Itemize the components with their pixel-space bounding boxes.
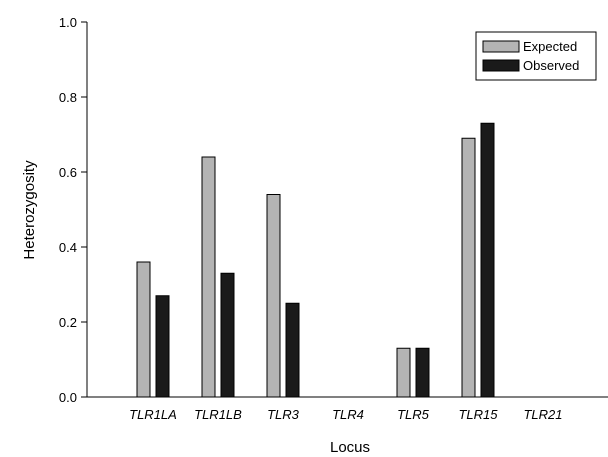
y-tick-label: 0.6 <box>59 165 77 180</box>
bar-observed-tlr1lb <box>220 272 235 398</box>
x-tick-label: TLR21 <box>523 407 562 422</box>
bar-observed-tlr5 <box>415 347 430 398</box>
y-tick-label: 0.8 <box>59 90 77 105</box>
x-tick-label: TLR5 <box>397 407 430 422</box>
legend-label-observed: Observed <box>523 58 579 73</box>
legend-label-expected: Expected <box>523 39 577 54</box>
bar-expected-tlr15 <box>461 137 476 398</box>
legend-swatch-observed <box>482 59 520 72</box>
bars-layer <box>136 122 495 398</box>
legend: Expected Observed <box>475 31 597 81</box>
x-tick-label: TLR3 <box>267 407 300 422</box>
x-tick-label: TLR15 <box>458 407 498 422</box>
legend-box <box>475 31 597 81</box>
y-tick-label: 1.0 <box>59 15 77 30</box>
bar-expected-tlr5 <box>396 347 411 398</box>
bar-observed-tlr3 <box>285 302 300 398</box>
legend-swatch-expected <box>482 40 520 53</box>
y-axis-title: Heterozygosity <box>21 160 38 260</box>
y-tick-label: 0.4 <box>59 240 77 255</box>
x-tick-label: TLR4 <box>332 407 364 422</box>
bar-expected-tlr1lb <box>201 156 216 398</box>
x-axis-ticks: TLR1LA TLR1LB TLR3 TLR4 TLR5 TLR15 TLR21 <box>129 407 562 422</box>
y-axis-ticks: 0.0 0.2 0.4 0.6 0.8 1.0 <box>59 15 87 405</box>
bar-observed-tlr15 <box>480 122 495 398</box>
x-tick-label: TLR1LA <box>129 407 177 422</box>
bar-expected-tlr3 <box>266 194 281 398</box>
y-tick-label: 0.0 <box>59 390 77 405</box>
bar-expected-tlr1la <box>136 261 151 398</box>
x-axis-title: Locus <box>330 439 370 456</box>
y-tick-label: 0.2 <box>59 315 77 330</box>
x-tick-label: TLR1LB <box>194 407 242 422</box>
bar-observed-tlr1la <box>155 295 170 398</box>
